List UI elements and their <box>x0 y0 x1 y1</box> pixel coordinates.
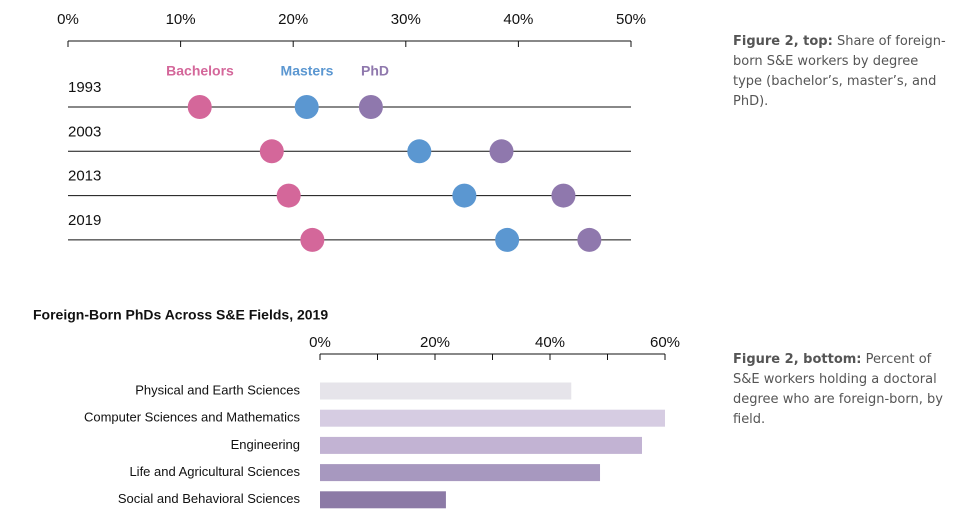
dot <box>259 139 284 164</box>
x-tick-label: 60% <box>650 334 680 351</box>
legend-label: PhD <box>361 63 389 79</box>
x-tick-label: 0% <box>309 334 331 351</box>
caption-text: Share of foreign-born S&E workers by deg… <box>733 34 946 109</box>
bar <box>320 491 446 509</box>
category-label: Life and Agricultural Sciences <box>129 464 300 479</box>
dot <box>495 227 520 252</box>
dot <box>551 183 576 208</box>
category-label: Social and Behavioral Sciences <box>118 491 301 506</box>
caption-bottom: Figure 2, bottom: Percent of S&E workers… <box>733 350 948 430</box>
dot <box>452 183 477 208</box>
x-tick-label: 20% <box>278 11 308 28</box>
dot <box>489 139 514 164</box>
x-tick-label: 10% <box>166 11 196 28</box>
x-tick-label: 40% <box>535 334 565 351</box>
x-tick-label: 20% <box>420 334 450 351</box>
row-label: 2013 <box>68 168 101 185</box>
row-label: 2019 <box>68 212 101 229</box>
x-tick-label: 0% <box>57 11 79 28</box>
caption-label: Figure 2, bottom: <box>733 352 862 367</box>
dot <box>358 95 383 119</box>
x-tick-label: 30% <box>391 11 421 28</box>
caption-text: Percent of S&E workers holding a doctora… <box>733 352 943 427</box>
dot <box>294 95 319 119</box>
chart-title: Foreign-Born PhDs Across S&E Fields, 201… <box>33 307 328 323</box>
dot <box>187 95 212 119</box>
dot <box>276 183 301 208</box>
category-label: Engineering <box>231 437 300 452</box>
dot <box>300 227 325 252</box>
category-label: Physical and Earth Sciences <box>135 382 300 397</box>
row-label: 1993 <box>68 79 101 96</box>
caption-label: Figure 2, top: <box>733 34 833 49</box>
legend-label: Masters <box>281 63 334 79</box>
bar <box>320 464 601 482</box>
category-label: Computer Sciences and Mathematics <box>84 410 301 425</box>
bar <box>320 382 572 400</box>
x-tick-label: 50% <box>616 11 646 28</box>
x-tick-label: 40% <box>503 11 533 28</box>
legend-label: Bachelors <box>166 63 234 79</box>
dot <box>577 227 602 252</box>
bar <box>320 409 665 427</box>
row-label: 2003 <box>68 123 101 140</box>
caption-top: Figure 2, top: Share of foreign-born S&E… <box>733 32 948 112</box>
bar <box>320 436 642 454</box>
dot <box>407 139 432 164</box>
